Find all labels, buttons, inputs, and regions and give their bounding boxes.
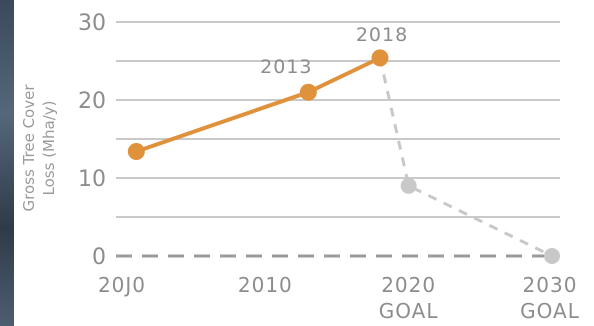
data-point-label: 2018: [356, 24, 408, 46]
y-tick-label: 10: [78, 167, 106, 192]
x-tick-label: 2030: [523, 273, 578, 297]
data-point: [299, 83, 317, 101]
y-tick-label: 0: [92, 245, 106, 270]
background-photo-strip: [0, 0, 14, 326]
x-tick-sublabel: GOAL: [379, 299, 439, 323]
y-axis-label: Gross Tree Cover Loss (Mha/y): [20, 84, 58, 212]
x-tick-sublabel: GOAL: [520, 299, 580, 323]
data-series: 2013 2018: [127, 24, 560, 264]
y-axis-label-line1: Gross Tree Cover: [20, 84, 38, 212]
data-point-label: 2013: [260, 56, 312, 78]
x-tick-label: 2020: [381, 273, 436, 297]
data-point: [371, 49, 389, 67]
y-axis-label-line2: Loss (Mha/y): [40, 101, 58, 196]
x-tick-label: 20J0: [98, 273, 146, 297]
goal-point: [400, 177, 417, 194]
y-tick-label: 20: [78, 89, 106, 114]
grid-lines: [116, 21, 560, 258]
goal-point: [544, 248, 560, 264]
historical-loss-line: [135, 56, 381, 154]
y-tick-label: 30: [78, 11, 106, 36]
goal-projection-line: [378, 57, 553, 258]
data-point: [127, 142, 145, 160]
x-tick-label: 2010: [238, 273, 293, 297]
y-tick-labels: 0 10 20 30: [78, 11, 106, 270]
